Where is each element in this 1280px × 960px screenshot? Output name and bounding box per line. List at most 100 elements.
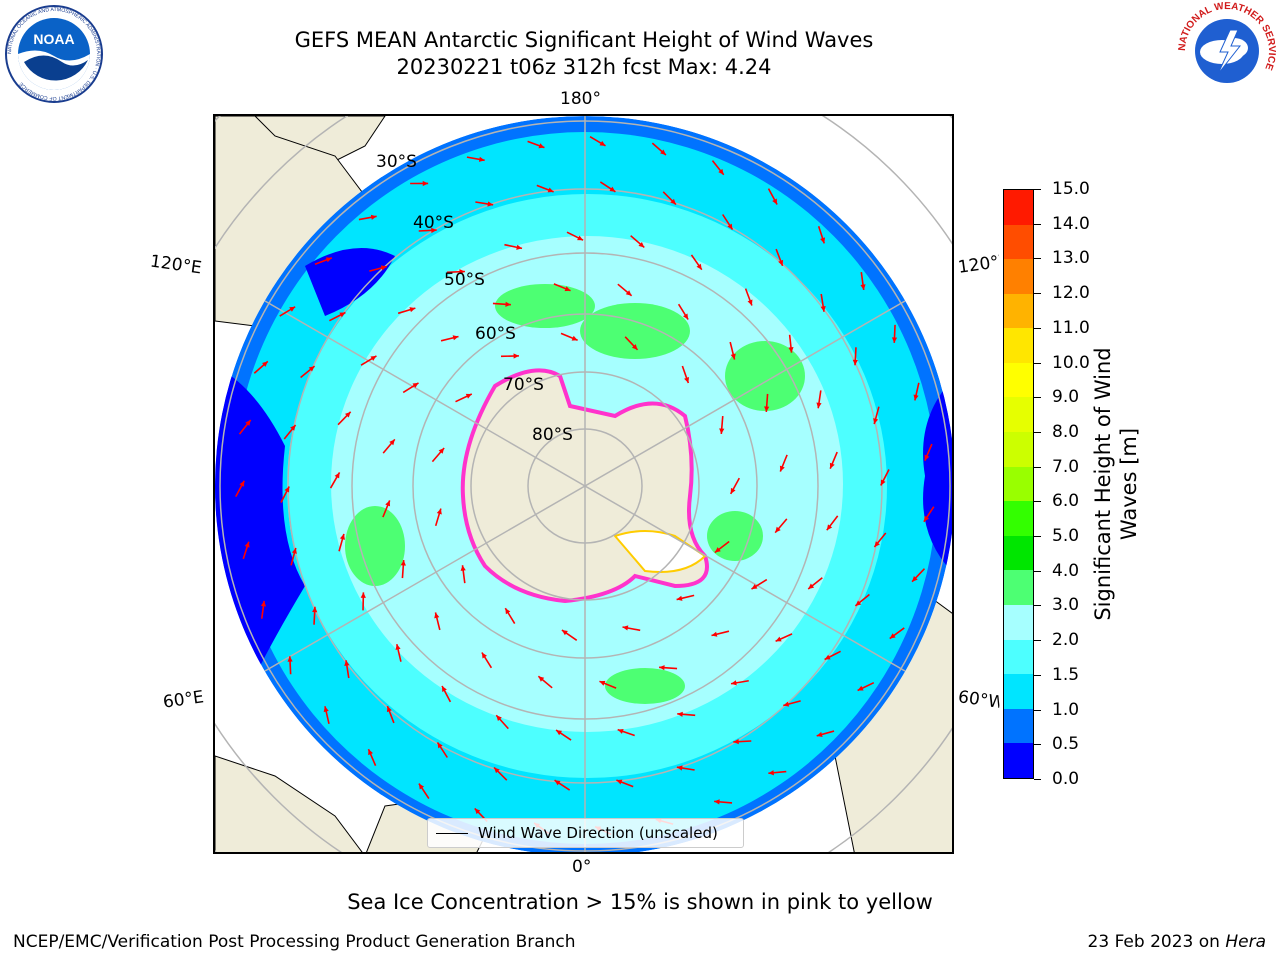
colorbar-tick: 7.0 <box>1034 458 1079 476</box>
wave-direction-arrowhead <box>714 799 720 805</box>
wave-direction-arrowhead <box>437 742 443 749</box>
wave-direction-arrowhead <box>824 654 831 660</box>
wave-direction-arrowhead <box>538 143 545 149</box>
colorbar-tick: 12.0 <box>1034 285 1090 302</box>
wave-direction-arrowhead <box>912 575 918 582</box>
wave-direction-arrowhead <box>505 301 511 307</box>
colorbar-tick: 3.0 <box>1034 597 1079 614</box>
wave-direction-arrowhead <box>660 149 666 155</box>
wave-direction-arrowhead <box>913 394 919 401</box>
colorbar-tick: 2.0 <box>1034 632 1079 649</box>
lat-label-70s: 70°S <box>503 375 544 395</box>
colorbar-segment <box>1004 708 1033 744</box>
map-title: GEFS MEAN Antarctic Significant Height o… <box>294 28 874 52</box>
wave-direction-arrowhead <box>244 541 250 548</box>
colorbar-segment <box>1004 397 1033 433</box>
wave-direction-arrowhead <box>452 335 459 341</box>
colorbar-tick: 4.0 <box>1034 562 1079 580</box>
wave-direction-arrowhead <box>631 344 638 350</box>
colorbar-segment <box>1004 535 1033 571</box>
colorbar-tick: 1.5 <box>1034 666 1079 684</box>
wave-direction-arrowhead <box>670 198 676 205</box>
wave-direction-arrowhead <box>516 244 523 250</box>
wave-direction-arrowhead <box>505 608 511 615</box>
lat-label-60s: 60°S <box>475 324 516 344</box>
wave-direction-arrowhead <box>730 487 736 494</box>
wave-direction-arrowhead <box>460 565 466 571</box>
wave-direction-arrowhead <box>564 286 571 292</box>
wave-direction-arrowhead <box>494 767 500 774</box>
colorbar-tick: 15.0 <box>1034 181 1090 198</box>
wave-direction-arrowhead <box>599 140 606 146</box>
wave-direction-arrowhead <box>860 284 866 290</box>
wave-direction-arrowhead <box>772 198 778 205</box>
lat-label-50s: 50°S <box>444 270 485 290</box>
low-wave-nw <box>305 248 395 316</box>
wave-direction-arrowhead <box>487 201 494 207</box>
wave-direction-arrowhead <box>711 631 718 637</box>
wave-direction-arrowhead <box>808 583 815 589</box>
colorbar-tick: 0.5 <box>1034 736 1079 753</box>
wave-direction-arrowhead <box>924 454 930 461</box>
colorbar-tick: 5.0 <box>1034 528 1079 545</box>
wave-direction-arrowhead <box>718 168 724 175</box>
wave-direction-arrowhead <box>400 560 406 566</box>
colorbar-segment <box>1004 501 1033 536</box>
colorbar-tick: 9.0 <box>1034 389 1079 406</box>
map-subtitle: 20230221 t06z 312h fcst Max: 4.24 <box>396 55 772 79</box>
wave-direction-arrowhead <box>676 595 683 601</box>
wave-direction-arrowhead <box>442 685 447 692</box>
wave-direction-arrowhead <box>599 680 606 686</box>
wave-direction-arrowhead <box>481 652 487 659</box>
lat-label-80s: 80°S <box>532 425 573 445</box>
wave-direction-arrowhead <box>730 353 736 360</box>
wave-direction-arrowhead <box>638 241 645 248</box>
footer-machine: Hera <box>1225 932 1266 952</box>
lon-label-60e: 60°E <box>161 687 206 713</box>
wave-direction-arrowhead <box>360 592 366 598</box>
wave-direction-arrowhead <box>775 526 781 533</box>
wave-direction-arrowhead <box>571 335 578 341</box>
footer-date: 23 Feb 2023 on Hera <box>1087 932 1266 952</box>
wave-direction-arrowhead <box>385 500 391 507</box>
colorbar-segment <box>1004 674 1033 709</box>
wave-direction-arrowhead <box>513 353 519 359</box>
wave-direction-arrowhead <box>747 299 753 306</box>
wave-direction-arrowhead <box>751 584 758 590</box>
wave-direction-arrowhead <box>547 187 554 193</box>
wave-direction-arrowhead <box>434 612 440 619</box>
wave-direction-arrowhead <box>380 265 387 271</box>
wave-direction-arrowhead <box>891 337 898 343</box>
wave-direction-arrowhead <box>820 306 826 312</box>
colorbar-label: Significant Height of Wind Waves [m] <box>1091 347 1141 621</box>
wave-direction-arrowhead <box>659 665 665 671</box>
wave-direction-arrowhead <box>719 428 725 434</box>
colorbar-segment <box>1004 466 1033 502</box>
wave-direction-arrowhead <box>339 312 346 318</box>
wave-direction-arrowhead <box>764 406 770 412</box>
wave-direction-arrowhead <box>412 382 419 388</box>
legend-label: Wind Wave Direction (unscaled) <box>478 824 718 842</box>
wave-direction-arrowhead <box>874 541 880 548</box>
wave-direction-arrowhead <box>308 366 315 372</box>
wave-direction-arrowhead <box>683 313 689 320</box>
wave-direction-arrowhead <box>422 180 429 187</box>
wave-direction-arrowhead <box>873 418 879 425</box>
lon-label-120e: 120°E <box>148 251 203 279</box>
wave-direction-arrowhead <box>260 600 267 607</box>
wave-direction-arrowhead <box>768 770 774 776</box>
wave-direction-arrowhead <box>284 486 290 493</box>
sea-ice-note: Sea Ice Concentration > 15% is shown in … <box>347 890 933 914</box>
wave-direction-arrowhead <box>617 728 624 734</box>
wave-direction-arrowhead <box>418 783 425 790</box>
colorbar <box>1003 189 1034 779</box>
colorbar-segment <box>1004 259 1033 294</box>
wave-direction-arrowhead <box>880 479 886 486</box>
wave-direction-arrowhead <box>262 361 268 367</box>
wave-direction-arrowhead <box>577 235 584 241</box>
wave-direction-arrowhead <box>438 447 445 454</box>
colorbar-segment <box>1004 328 1033 363</box>
legend-line-icon <box>436 832 468 834</box>
wave-direction-arrowhead <box>334 472 340 479</box>
lon-label-0: 0° <box>572 857 592 877</box>
